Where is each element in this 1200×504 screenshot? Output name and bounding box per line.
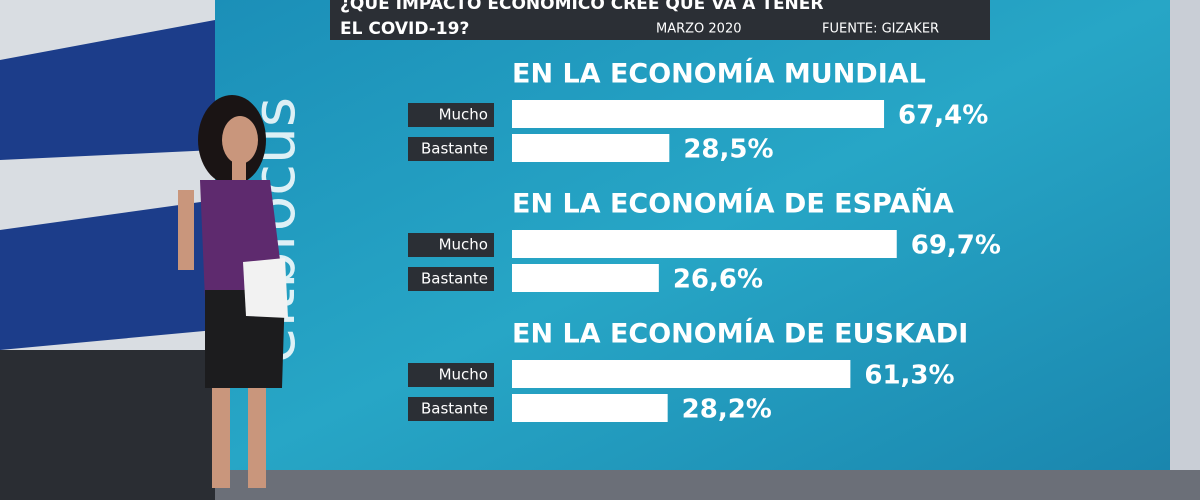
category-label: Mucho: [439, 236, 488, 254]
header-box: [330, 0, 990, 40]
category-label: Bastante: [421, 140, 488, 158]
group-title: EN LA ECONOMÍA DE EUSKADI: [512, 318, 968, 350]
studio-stripe: [0, 20, 215, 160]
bar: [512, 394, 668, 422]
header-date: MARZO 2020: [656, 22, 742, 37]
value-label: 28,2%: [682, 395, 772, 425]
bar: [512, 264, 659, 292]
header-title: ¿QUÉ IMPACTO ECONÓMICO CREE QUE VA A TEN…: [340, 0, 824, 14]
bar: [512, 100, 885, 128]
label-box: [408, 363, 494, 387]
studio-stripe: [0, 200, 215, 350]
label-box: [408, 267, 494, 291]
studio-wall: [1170, 0, 1200, 500]
value-label: 61,3%: [864, 361, 954, 391]
header-source: FUENTE: GIZAKER: [822, 22, 939, 37]
value-label: 26,6%: [673, 265, 763, 295]
label-box: [408, 233, 494, 257]
category-label: Bastante: [421, 270, 488, 288]
floor: [215, 470, 1200, 500]
value-label: 69,7%: [911, 231, 1001, 261]
group-title: EN LA ECONOMÍA DE ESPAÑA: [512, 188, 954, 220]
label-box: [408, 137, 494, 161]
presenter: [178, 95, 288, 488]
label-box: [408, 397, 494, 421]
category-label: Mucho: [439, 106, 488, 124]
value-label: 28,5%: [683, 135, 773, 165]
bar: [512, 230, 897, 258]
label-box: [408, 103, 494, 127]
category-label: Mucho: [439, 366, 488, 384]
group-title: EN LA ECONOMÍA MUNDIAL: [512, 58, 926, 90]
value-label: 67,4%: [898, 101, 988, 131]
header-title: EL COVID-19?: [340, 19, 469, 39]
studio-floor: [0, 350, 215, 500]
bar: [512, 134, 670, 162]
bar: [512, 360, 851, 388]
category-label: Bastante: [421, 400, 488, 418]
